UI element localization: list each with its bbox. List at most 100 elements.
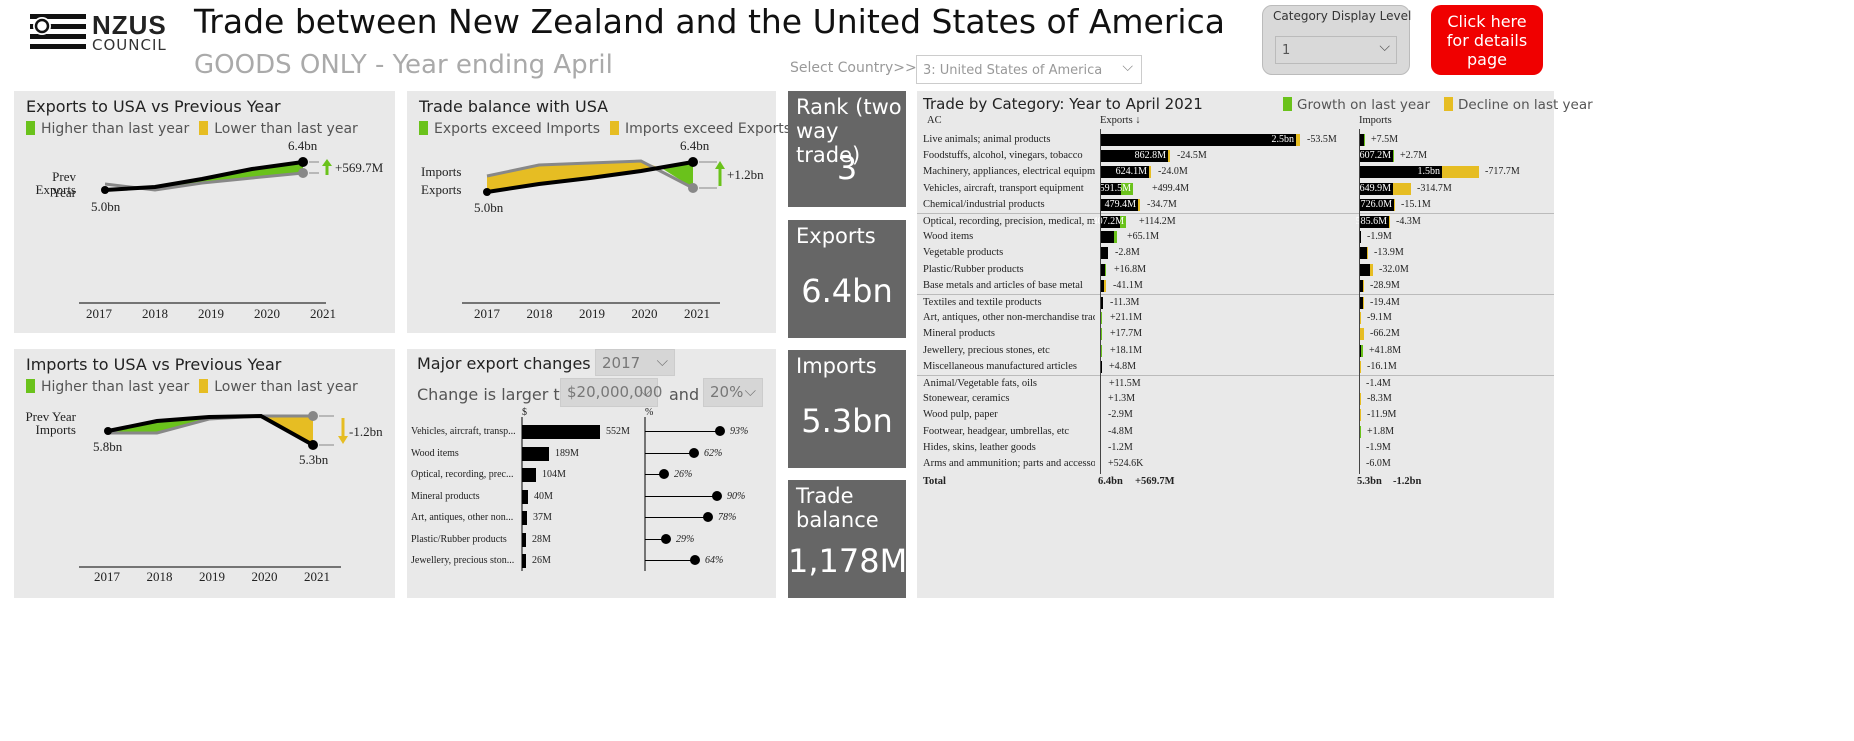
category-row[interactable]: Textiles and textile products -11.3M -19.4…	[917, 294, 1554, 310]
major-changes-axes	[521, 417, 646, 571]
year-tick: 2020	[251, 569, 278, 584]
exports-line-chart	[79, 157, 332, 304]
major-change-row[interactable]: Plastic/Rubber products 28M 29%	[407, 532, 776, 552]
category-row[interactable]: Vehicles, aircraft, transport equipment 5…	[917, 181, 1554, 197]
export-change-bar	[1114, 231, 1117, 244]
category-name: Foodstuffs, alcohol, vinegars, tobacco	[923, 150, 1083, 162]
export-delta: -2.9M	[1108, 409, 1133, 421]
country-dropdown[interactable]: 3: United States of America ⌵	[916, 55, 1142, 84]
export-delta: -1.2M	[1108, 441, 1133, 453]
category-row[interactable]: Base metals and articles of base metal -4…	[917, 278, 1554, 294]
percent-dropdown[interactable]: 20% ⌵	[703, 378, 763, 407]
category-name: Live animals; animal products	[923, 134, 1051, 145]
export-bar	[1100, 198, 1138, 211]
category-row[interactable]: Machinery, appliances, electrical equipm…	[917, 164, 1554, 180]
category-row[interactable]: Art, antiques, other non-merchandise tra…	[917, 310, 1554, 326]
kpi-rank: Rank (two way trade) 3	[788, 91, 906, 207]
dollar-column-header: $	[522, 407, 527, 418]
start-value: 5.0bn	[91, 199, 121, 214]
import-bar	[1359, 231, 1361, 244]
category-row[interactable]: Stonewear, ceramics +1.3M -8.3M	[917, 391, 1554, 407]
category-name: Art, antiques, other non-merchandise tra…	[923, 312, 1095, 324]
import-bar	[1359, 263, 1370, 276]
export-bar	[1100, 360, 1102, 373]
import-bar	[1359, 134, 1364, 146]
import-change-bar	[1389, 216, 1390, 228]
major-change-row[interactable]: Jewellery, precious ston... 26M 64%	[407, 553, 776, 573]
label-exports: Exports	[35, 182, 76, 197]
export-delta: -2.8M	[1115, 247, 1140, 259]
and-label: and	[669, 385, 700, 404]
export-delta: -4.8M	[1108, 425, 1133, 437]
label-prev-year: Prev Year	[25, 409, 76, 424]
major-change-row[interactable]: Wood items 189M 62%	[407, 446, 776, 466]
import-change-bar	[1393, 182, 1411, 195]
category-row[interactable]: Animal/Vegetable fats, oils +11.5M -1.4M	[917, 375, 1554, 391]
category-row[interactable]: Optical, recording, precision, medical, …	[917, 213, 1554, 229]
kpi-exports: Exports 6.4bn	[788, 220, 906, 338]
year-tick: 2018	[142, 306, 168, 321]
category-row[interactable]: Wood pulp, paper -2.9M -11.9M	[917, 407, 1554, 423]
import-delta: +1.8M	[1367, 425, 1395, 437]
category-row[interactable]: Arms and ammunition; parts and accesso..…	[917, 456, 1554, 472]
col-header-exports[interactable]: Exports ↓	[1100, 115, 1141, 126]
kpi-rank-title: Rank (two way trade)	[796, 95, 902, 167]
category-row[interactable]: Vegetable products -2.8M -13.9M	[917, 245, 1554, 261]
export-change-bar	[1149, 166, 1151, 179]
import-delta: -9.1M	[1367, 312, 1392, 324]
year-tick: 2021	[304, 569, 330, 584]
category-level-dropdown[interactable]: 1 ⌵	[1275, 36, 1397, 64]
major-change-row[interactable]: Art, antiques, other non... 37M 78%	[407, 510, 776, 530]
major-change-value: 189M	[555, 447, 579, 459]
category-row[interactable]: Foodstuffs, alcohol, vinegars, tobacco 86…	[917, 148, 1554, 164]
export-delta: +16.8M	[1114, 263, 1147, 275]
col-header-imports: Imports	[1359, 115, 1392, 126]
category-row[interactable]: Jewellery, precious stones, etc +18.1M +41…	[917, 343, 1554, 359]
import-bar	[1359, 150, 1393, 163]
category-row[interactable]: Live animals; animal products 2.5bn -53.5M…	[917, 132, 1554, 148]
category-level-label: Category Display Level	[1273, 9, 1412, 23]
major-change-row[interactable]: Vehicles, aircraft, transp... 552M 93%	[407, 424, 776, 444]
category-row[interactable]: Mineral products +17.7M -66.2M	[917, 326, 1554, 342]
category-name: Textiles and textile products	[923, 297, 1042, 308]
category-row[interactable]: Hides, skins, leather goods -1.2M -1.9M	[917, 440, 1554, 456]
year-tick: 2017	[94, 569, 120, 584]
threshold-dropdown[interactable]: $20,000,000 ⌵	[560, 378, 662, 407]
import-value: 585.6M	[1355, 216, 1387, 227]
category-row[interactable]: Miscellaneous manufactured articles +4.8M…	[917, 359, 1554, 375]
export-bar	[1100, 279, 1104, 292]
major-change-row[interactable]: Mineral products 40M 90%	[407, 489, 776, 509]
exports-vs-prev-panel: Exports to USA vs Previous Year Higher t…	[14, 91, 395, 333]
kpi-imports-value: 5.3bn	[801, 402, 893, 440]
category-level-control[interactable]: Category Display Level 1 ⌵	[1262, 5, 1412, 75]
year-tick: 2020	[254, 306, 280, 321]
major-change-row[interactable]: Optical, recording, prec... 104M 26%	[407, 467, 776, 487]
legend-decline: Decline on last year	[1458, 97, 1593, 113]
kpi-balance-title: Trade balance	[796, 484, 879, 532]
details-page-button[interactable]: Click here for details page	[1431, 5, 1543, 75]
import-delta: +2.7M	[1400, 150, 1428, 162]
label-imports: Imports	[35, 422, 76, 437]
chevron-down-icon: ⌵	[1379, 39, 1390, 55]
major-change-value: 37M	[533, 512, 552, 523]
total-label: Total	[923, 476, 946, 487]
export-change-bar	[1104, 279, 1106, 292]
category-row[interactable]: Wood items +65.1M -1.9M	[917, 229, 1554, 245]
import-delta: -19.4M	[1370, 297, 1400, 308]
category-row[interactable]: Footwear, headgear, umbrellas, etc -4.8M +…	[917, 424, 1554, 440]
chevron-down-icon: ⌵	[639, 382, 651, 400]
page-subtitle: GOODS ONLY - Year ending April	[194, 50, 613, 80]
export-delta: -24.0M	[1158, 166, 1188, 178]
total-imports: 5.3bn	[1357, 476, 1382, 487]
import-change-bar	[1442, 166, 1479, 179]
major-change-bar	[522, 511, 527, 525]
category-name: Base metals and articles of base metal	[923, 279, 1083, 291]
since-year-dropdown[interactable]: 2017 ⌵	[595, 349, 675, 376]
category-name: Hides, skins, leather goods	[923, 441, 1036, 453]
delta-value: +1.2bn	[727, 167, 764, 182]
export-value: 479.4M	[1104, 198, 1136, 210]
category-row[interactable]: Plastic/Rubber products +16.8M -32.0M	[917, 262, 1554, 278]
category-row[interactable]: Chemical/industrial products 479.4M -34.7M…	[917, 197, 1554, 213]
exports-panel-title: Exports to USA vs Previous Year	[26, 97, 281, 116]
category-name: Wood items	[923, 231, 974, 243]
